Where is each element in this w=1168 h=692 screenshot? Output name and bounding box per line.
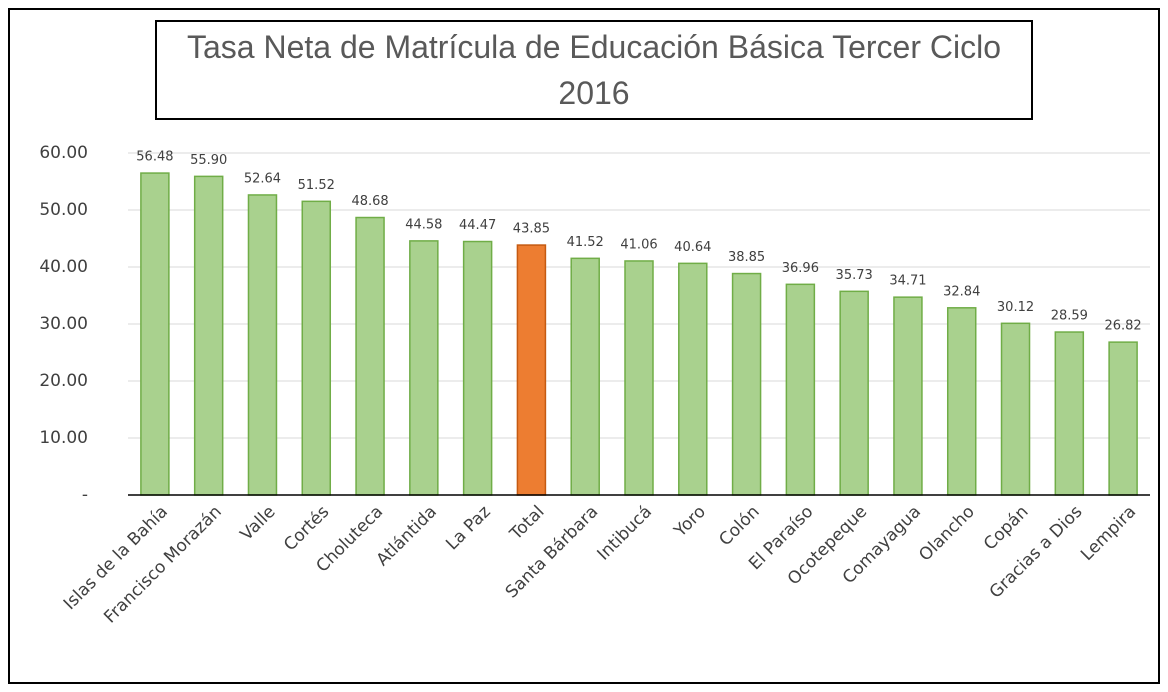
x-tick-label: Copán xyxy=(980,502,1033,555)
bar xyxy=(193,175,224,496)
x-tick-label: Cortés xyxy=(280,502,333,555)
x-tick-label: Santa Bárbara xyxy=(502,502,603,603)
bar xyxy=(1000,322,1031,496)
bar xyxy=(839,290,869,496)
data-label: 38.85 xyxy=(728,250,765,265)
x-tick-label: Lempira xyxy=(1077,502,1140,565)
bar xyxy=(785,283,816,496)
bar xyxy=(140,172,170,496)
bar xyxy=(678,262,708,496)
x-tick-label: Gracias a Dios xyxy=(986,502,1087,603)
data-label: 41.06 xyxy=(620,237,657,252)
data-label: 35.73 xyxy=(836,268,873,283)
x-tick-label: Total xyxy=(506,502,549,545)
bar xyxy=(570,257,600,496)
bar xyxy=(409,240,439,496)
data-label: 51.52 xyxy=(298,178,335,193)
x-tick-label: Valle xyxy=(237,502,280,545)
y-tick-label: - xyxy=(82,485,88,505)
chart-title: Tasa Neta de Matrícula de Educación Bási… xyxy=(155,20,1033,120)
data-label: 30.12 xyxy=(997,300,1034,315)
data-label: 56.48 xyxy=(136,150,173,165)
x-tick-label: Intibucá xyxy=(593,502,656,565)
data-label: 40.64 xyxy=(674,240,711,255)
data-label: 44.58 xyxy=(405,217,442,232)
bar xyxy=(355,216,385,496)
chart-border xyxy=(8,8,1160,684)
data-label: 26.82 xyxy=(1104,319,1141,334)
bar xyxy=(893,296,923,496)
bar xyxy=(516,244,547,496)
data-label: 43.85 xyxy=(513,222,550,237)
data-label: 28.59 xyxy=(1051,309,1088,324)
y-tick-label: 30.00 xyxy=(39,314,88,334)
data-label: 41.52 xyxy=(567,235,604,250)
data-label: 48.68 xyxy=(351,194,388,209)
bar xyxy=(1054,331,1085,496)
x-tick-label: Olancho xyxy=(915,502,979,566)
data-label: 36.96 xyxy=(782,261,819,276)
y-tick-label: 10.00 xyxy=(39,428,88,448)
bar xyxy=(247,194,278,496)
x-tick-label: Colón xyxy=(715,502,763,550)
y-tick-label: 50.00 xyxy=(39,200,88,220)
x-tick-label: Yoro xyxy=(670,502,710,542)
x-tick-label: La Paz xyxy=(442,502,494,554)
data-label: 55.90 xyxy=(190,153,227,168)
y-tick-label: 60.00 xyxy=(39,143,88,163)
bar xyxy=(301,200,332,496)
y-tick-label: 40.00 xyxy=(39,257,88,277)
data-label: 34.71 xyxy=(889,274,926,289)
data-label: 52.64 xyxy=(244,171,281,186)
bar xyxy=(946,307,977,496)
bar xyxy=(1108,341,1138,496)
bar xyxy=(731,272,762,496)
bar xyxy=(462,240,493,496)
data-label: 32.84 xyxy=(943,284,980,299)
bar xyxy=(624,260,654,496)
y-tick-label: 20.00 xyxy=(39,371,88,391)
data-label: 44.47 xyxy=(459,218,496,233)
